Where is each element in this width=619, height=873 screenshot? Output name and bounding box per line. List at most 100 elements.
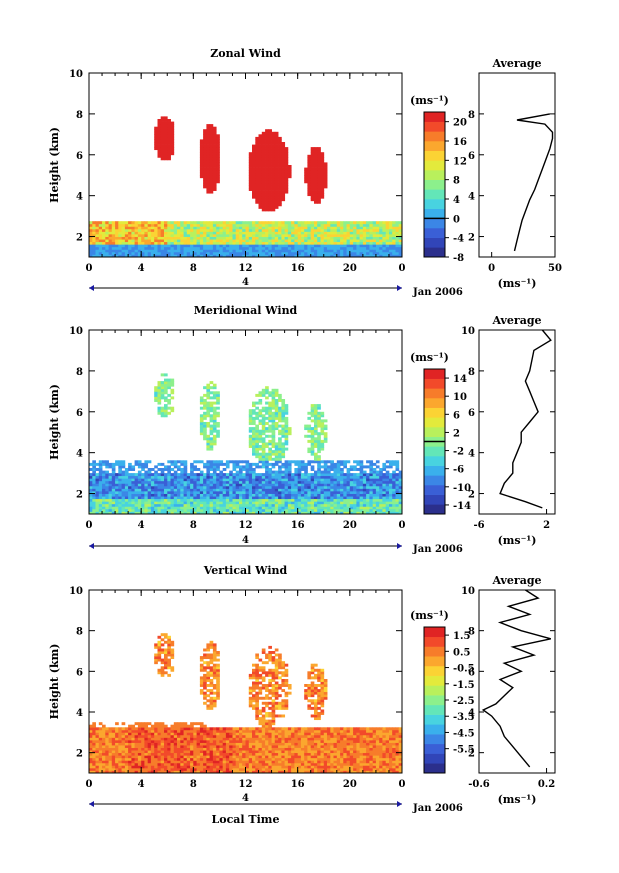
heatmap-cell xyxy=(385,491,390,494)
heatmap-cell xyxy=(258,139,263,143)
heatmap-cell xyxy=(147,503,152,507)
heatmap-cell xyxy=(327,511,331,515)
heatmap-cell xyxy=(157,381,162,385)
heatmap-cell xyxy=(199,473,204,477)
heatmap-cell xyxy=(167,136,171,140)
heatmap-cell xyxy=(310,460,315,464)
heatmap-cell xyxy=(310,442,315,446)
heatmap-cell xyxy=(379,503,383,507)
heatmap-cell xyxy=(219,231,224,235)
heatmap-cell xyxy=(307,244,312,248)
heatmap-cell xyxy=(281,480,286,484)
heatmap-cell xyxy=(258,205,263,209)
heatmap-cell xyxy=(307,493,312,497)
heatmap-cell xyxy=(216,157,220,161)
heatmap-cell xyxy=(203,485,207,489)
heatmap-cell xyxy=(274,200,279,204)
heatmap-cell xyxy=(255,162,259,166)
heatmap-cell xyxy=(372,244,377,248)
heatmap-cell xyxy=(314,511,318,515)
heatmap-cell xyxy=(128,251,132,255)
heatmap-cell xyxy=(118,221,122,225)
heatmap-cell xyxy=(124,239,129,243)
heatmap-cell xyxy=(183,470,188,474)
heatmap-cell xyxy=(95,221,100,225)
heatmap-cell xyxy=(353,239,357,243)
heatmap-cell xyxy=(258,480,263,484)
heatmap-cell xyxy=(294,239,299,243)
heatmap-cell xyxy=(134,760,139,764)
heatmap-cell xyxy=(310,439,315,443)
heatmap-cell xyxy=(320,488,325,492)
heatmap-cell xyxy=(111,767,116,771)
heatmap-cell xyxy=(379,251,383,255)
heatmap-cell xyxy=(317,234,321,237)
heatmap-cell xyxy=(281,478,286,482)
heatmap-cell xyxy=(108,757,113,761)
heatmap-cell xyxy=(193,503,197,507)
heatmap-cell xyxy=(314,152,318,156)
heatmap-cell xyxy=(369,239,374,243)
heatmap-cell xyxy=(209,381,214,385)
heatmap-cell xyxy=(95,254,100,258)
heatmap-cell xyxy=(395,498,400,502)
heatmap-cell xyxy=(307,475,312,479)
heatmap-cell xyxy=(170,501,175,505)
heatmap-cell xyxy=(105,732,109,736)
heatmap-cell xyxy=(167,246,171,250)
heatmap-cell xyxy=(206,506,211,510)
heatmap-cell xyxy=(134,734,139,738)
heatmap-cell xyxy=(121,241,126,245)
heatmap-cell xyxy=(353,468,357,471)
heatmap-cell xyxy=(105,745,109,748)
heatmap-cell xyxy=(307,177,312,181)
heatmap-cell xyxy=(252,416,256,420)
heatmap-cell xyxy=(219,488,224,492)
heatmap-cell xyxy=(193,221,197,225)
heatmap-cell xyxy=(304,473,308,477)
heatmap-cell xyxy=(98,465,103,469)
heatmap-cell xyxy=(271,483,276,487)
heatmap-cell xyxy=(258,422,263,425)
heatmap-cell xyxy=(137,729,142,733)
heatmap-cell xyxy=(369,465,374,469)
heatmap-cell xyxy=(333,478,338,482)
heatmap-cell xyxy=(222,234,227,237)
heatmap-cell xyxy=(203,483,207,487)
heatmap-cell xyxy=(317,185,321,189)
heatmap-cell xyxy=(372,223,377,227)
heatmap-cell xyxy=(278,478,282,482)
heatmap-cell xyxy=(317,465,321,469)
heatmap-cell xyxy=(95,762,100,766)
heatmap-cell xyxy=(252,223,256,227)
heatmap-cell xyxy=(229,501,233,505)
heatmap-cell xyxy=(199,144,204,148)
heatmap-cell xyxy=(173,228,178,232)
heatmap-cell xyxy=(124,498,129,502)
heatmap-cell xyxy=(307,503,312,507)
y-axis-label: Height (km) xyxy=(48,127,61,203)
heatmap-cell xyxy=(333,239,338,243)
heatmap-cell xyxy=(105,239,109,243)
heatmap-cell xyxy=(372,485,377,489)
heatmap-cell xyxy=(349,468,354,471)
heatmap-cell xyxy=(362,231,367,235)
heatmap-cell xyxy=(128,491,132,494)
heatmap-cell xyxy=(167,149,171,153)
heatmap-cell xyxy=(314,493,318,497)
heatmap-cell xyxy=(362,254,367,258)
heatmap-cell xyxy=(118,750,122,754)
heatmap-cell xyxy=(111,760,116,764)
heatmap-cell xyxy=(141,249,145,253)
heatmap-cell xyxy=(225,223,230,227)
heatmap-cell xyxy=(336,511,341,515)
heatmap-cell xyxy=(102,755,106,759)
heatmap-cell xyxy=(212,462,217,466)
heatmap-cell xyxy=(144,508,149,512)
heatmap-cell xyxy=(219,511,224,515)
heatmap-cell xyxy=(170,254,175,258)
heatmap-cell xyxy=(281,244,286,248)
heatmap-cell xyxy=(366,239,370,243)
heatmap-cell xyxy=(310,511,315,515)
